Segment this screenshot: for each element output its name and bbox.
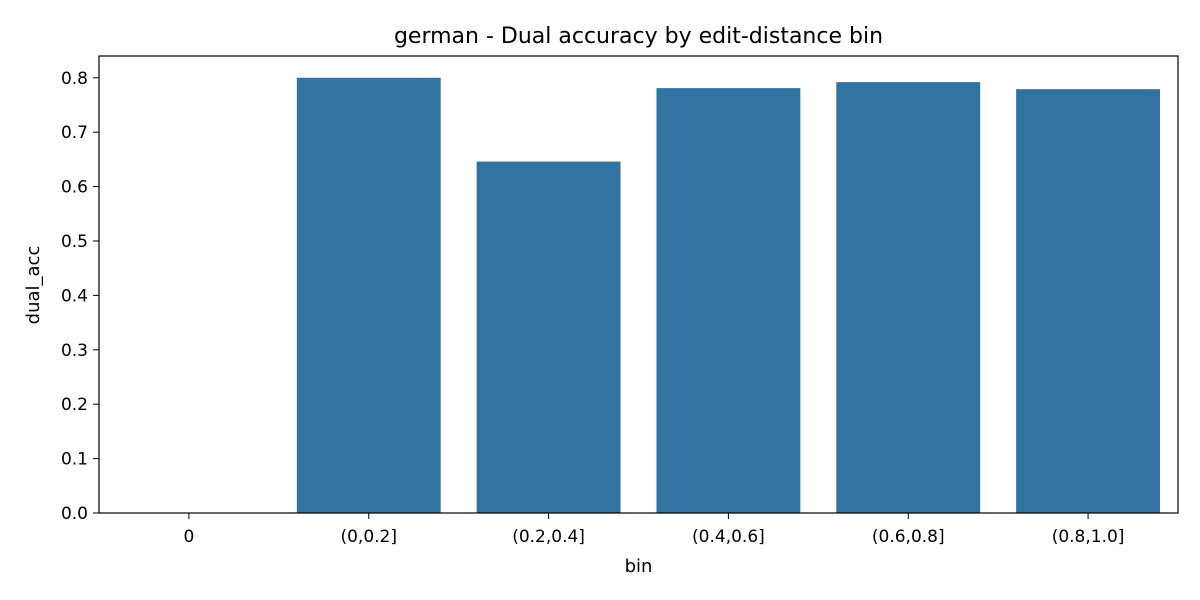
- bar-5: [1016, 89, 1161, 513]
- bars-layer: [296, 77, 1161, 514]
- y-tick-label: 0.3: [61, 341, 88, 361]
- x-tick-label: (0.8,1.0]: [1052, 527, 1125, 547]
- y-tick-label: 0.4: [61, 286, 88, 306]
- bar-2: [476, 161, 621, 514]
- y-axis-ticks: 0.0 0.1 0.2 0.3 0.4 0.5 0.6 0.7 0.8: [61, 69, 99, 524]
- chart-title: german - Dual accuracy by edit-distance …: [394, 24, 883, 49]
- x-tick-label: 0: [184, 527, 195, 547]
- x-axis-label: bin: [625, 556, 653, 577]
- bar-4: [836, 82, 981, 514]
- x-tick-label: (0,0.2]: [340, 527, 397, 547]
- y-tick-label: 0.7: [61, 123, 88, 143]
- bar-3: [656, 88, 801, 513]
- y-axis-label: dual_acc: [23, 246, 44, 325]
- y-tick-label: 0.5: [61, 232, 88, 252]
- y-tick-label: 0.8: [61, 69, 88, 89]
- x-tick-label: (0.4,0.6]: [692, 527, 765, 547]
- x-tick-label: (0.6,0.8]: [872, 527, 945, 547]
- x-axis-ticks: 0 (0,0.2] (0.2,0.4] (0.4,0.6] (0.6,0.8] (0.8,…: [184, 513, 1125, 547]
- y-tick-label: 0.1: [61, 450, 88, 470]
- plot-frame: [98, 55, 1179, 514]
- x-tick-label: (0.2,0.4]: [512, 527, 585, 547]
- y-tick-label: 0.6: [61, 178, 88, 198]
- y-tick-label: 0.2: [61, 395, 88, 415]
- y-tick-label: 0.0: [61, 504, 88, 524]
- bar-1: [296, 77, 441, 513]
